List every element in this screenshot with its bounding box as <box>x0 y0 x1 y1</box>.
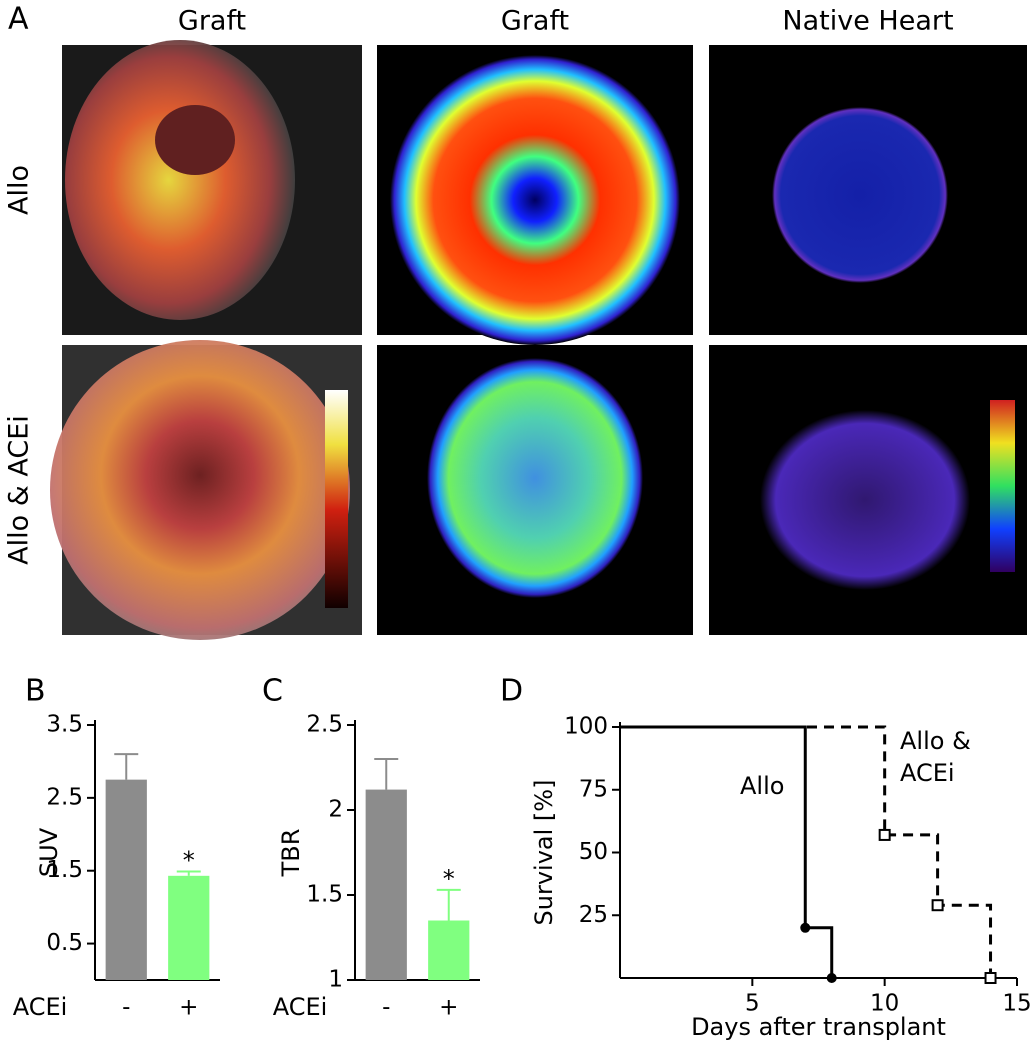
y-tick-label: 2.5 <box>306 712 343 738</box>
y-tick-label: 3.5 <box>46 712 83 738</box>
x-tick-label: - <box>382 995 390 1021</box>
error-bar <box>176 870 201 876</box>
y-axis-title: TBR <box>277 829 305 878</box>
y-tick-label: 25 <box>579 902 608 928</box>
series-label-text: Allo <box>740 772 785 800</box>
y-tick-label: 1 <box>328 967 343 993</box>
point-marker <box>984 972 997 984</box>
error-bar <box>374 758 399 790</box>
point-marker <box>931 899 944 912</box>
bar <box>105 779 147 980</box>
y-tick-label: 1.5 <box>46 857 83 883</box>
x-tick-label: - <box>122 995 130 1021</box>
survival-line <box>620 725 993 978</box>
x-tick-label: 10 <box>870 991 899 1017</box>
panel-a-images <box>50 40 1027 640</box>
y-tick-label: 100 <box>564 714 608 740</box>
y-axis-title: Survival [%] <box>530 780 558 926</box>
x-axis-title: ACEi <box>13 993 68 1021</box>
y-tick-label: 1.5 <box>306 882 343 908</box>
point-marker <box>800 922 811 933</box>
survival-line <box>620 725 834 978</box>
error-bar <box>114 753 139 780</box>
y-axis-title: SUV <box>35 827 63 877</box>
x-tick-label: 15 <box>1002 991 1031 1017</box>
y-tick-label: 0.5 <box>46 930 83 956</box>
y-tick-label: 75 <box>579 776 608 802</box>
panel-label: B <box>25 674 46 709</box>
point-marker <box>826 973 837 983</box>
y-tick-label: 50 <box>579 839 608 865</box>
error-bar <box>436 888 461 921</box>
row-label: Allo <box>4 165 35 215</box>
series-label-text: Allo & ACEi <box>900 727 971 787</box>
bar <box>168 875 210 980</box>
significance-mark: * <box>443 865 455 893</box>
x-axis-title: ACEi <box>273 993 328 1021</box>
x-axis-title: Days after transplant <box>691 1013 946 1041</box>
point-marker <box>878 828 891 841</box>
series-label: Allo & ACEi <box>900 727 971 787</box>
panel-label: D <box>500 674 523 709</box>
y-tick-label: 2 <box>328 797 343 823</box>
x-tick-label: + <box>439 995 458 1021</box>
column-title: Graft <box>178 6 246 37</box>
column-title: Graft <box>501 6 569 37</box>
panel-label: A <box>8 2 29 37</box>
bar <box>428 920 470 980</box>
row-label: Allo & ACEi <box>4 415 35 565</box>
x-tick-label: 5 <box>745 991 760 1017</box>
y-tick-label: 2.5 <box>46 784 83 810</box>
x-tick-label: + <box>179 995 198 1021</box>
column-title: Native Heart <box>782 6 953 37</box>
panel-label: C <box>262 674 283 709</box>
series-label: Allo <box>740 772 785 800</box>
significance-mark: * <box>183 846 195 874</box>
bar <box>365 789 407 980</box>
